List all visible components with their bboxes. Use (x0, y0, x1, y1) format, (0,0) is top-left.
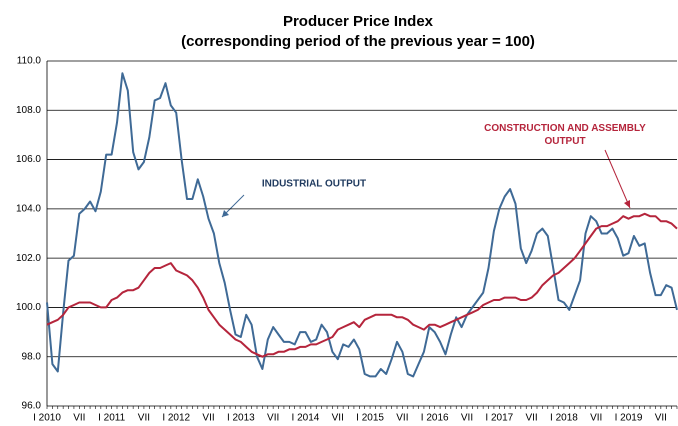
annotation-arrow (604, 149, 631, 209)
y-tick-label: 108.0 (16, 105, 41, 116)
series-label: CONSTRUCTION AND ASSEMBLY OUTPUT (484, 123, 646, 147)
series-line (46, 212, 678, 358)
x-tick-label: I 2011 (98, 413, 125, 421)
chart-title: Producer Price Index (283, 13, 434, 30)
x-tick-label: I 2015 (356, 413, 384, 421)
x-tick-label: I 2019 (615, 413, 643, 421)
arrow-head (624, 200, 630, 208)
series-line (46, 72, 678, 378)
x-tick-label: VII (138, 413, 150, 421)
y-tick-label: 110.0 (17, 56, 42, 67)
y-tick-label: 106.0 (16, 154, 41, 165)
x-tick-label: I 2018 (550, 413, 578, 421)
y-tick-label: 104.0 (16, 203, 41, 214)
y-tick-label: 98.0 (22, 351, 42, 362)
x-tick-label: VII (267, 413, 279, 421)
x-tick-label: VII (396, 413, 408, 421)
x-tick-label: I 2013 (227, 413, 255, 421)
x-tick-label: VII (655, 413, 667, 421)
y-tick-label: 102.0 (16, 253, 41, 264)
x-tick-label: I 2012 (162, 413, 190, 421)
arrow-head (222, 210, 229, 217)
x-tick-label: I 2017 (485, 413, 513, 421)
series-label: INDUSTRIAL OUTPUT (262, 179, 366, 190)
x-tick-label: VII (332, 413, 344, 421)
x-tick-label: I 2014 (292, 413, 320, 421)
chart-subtitle: (corresponding period of the previous ye… (181, 33, 535, 50)
y-tick-label: 96.0 (22, 401, 42, 412)
x-tick-label: VII (202, 413, 214, 421)
x-tick-label: VII (590, 413, 602, 421)
x-tick-label: I 2010 (33, 413, 61, 421)
x-tick-label: I 2016 (421, 413, 449, 421)
x-tick-label: VII (525, 413, 537, 421)
x-tick-label: VII (73, 413, 85, 421)
x-tick-label: VII (461, 413, 473, 421)
y-tick-label: 100.0 (16, 302, 41, 313)
